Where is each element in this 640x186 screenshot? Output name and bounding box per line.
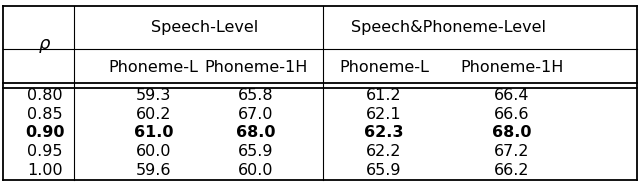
Text: 61.0: 61.0 <box>134 126 173 140</box>
Text: 65.9: 65.9 <box>366 163 402 178</box>
Text: 66.2: 66.2 <box>494 163 530 178</box>
Text: Speech&Phoneme-Level: Speech&Phoneme-Level <box>351 20 545 35</box>
Text: 62.2: 62.2 <box>366 145 402 159</box>
Text: 60.0: 60.0 <box>136 145 172 159</box>
Text: 60.0: 60.0 <box>238 163 274 178</box>
Text: 0.90: 0.90 <box>25 126 65 140</box>
Text: 65.9: 65.9 <box>238 145 274 159</box>
Text: 62.1: 62.1 <box>366 107 402 121</box>
Text: 62.3: 62.3 <box>364 126 404 140</box>
Text: Phoneme-1H: Phoneme-1H <box>460 60 564 75</box>
Text: 59.3: 59.3 <box>136 88 172 102</box>
Text: 0.80: 0.80 <box>27 88 63 102</box>
Text: Phoneme-L: Phoneme-L <box>339 60 429 75</box>
Text: 61.2: 61.2 <box>366 88 402 102</box>
Text: Phoneme-1H: Phoneme-1H <box>204 60 308 75</box>
Text: 65.8: 65.8 <box>238 88 274 102</box>
Text: Phoneme-L: Phoneme-L <box>109 60 198 75</box>
Text: 59.6: 59.6 <box>136 163 172 178</box>
Text: 66.6: 66.6 <box>494 107 530 121</box>
Text: 1.00: 1.00 <box>27 163 63 178</box>
Text: 0.95: 0.95 <box>27 145 63 159</box>
Text: 68.0: 68.0 <box>492 126 532 140</box>
Text: $\rho$: $\rho$ <box>38 37 51 54</box>
Text: 67.0: 67.0 <box>238 107 274 121</box>
Text: 66.4: 66.4 <box>494 88 530 102</box>
Text: Speech-Level: Speech-Level <box>151 20 259 35</box>
Text: 68.0: 68.0 <box>236 126 276 140</box>
Text: 0.85: 0.85 <box>27 107 63 121</box>
Text: 67.2: 67.2 <box>494 145 530 159</box>
Text: 60.2: 60.2 <box>136 107 172 121</box>
